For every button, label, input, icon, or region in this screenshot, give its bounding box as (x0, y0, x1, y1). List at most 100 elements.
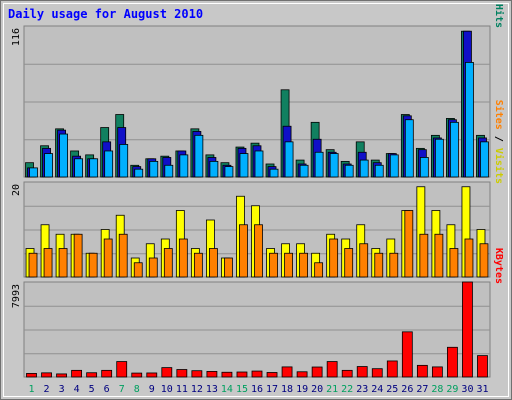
bar-sites-day-30 (464, 238, 474, 278)
bar-sites-day-24 (374, 252, 384, 278)
bar-pages-day-12 (194, 134, 204, 178)
x-tick-label: 5 (89, 384, 95, 395)
bar-kbytes-day-30 (462, 281, 473, 378)
x-tick-label: 30 (461, 384, 473, 395)
bar-pages-day-27 (419, 157, 429, 178)
x-tick-label: 6 (104, 384, 110, 395)
bar-sites-day-11 (178, 238, 188, 278)
bar-kbytes-day-8 (131, 372, 143, 378)
bar-pages-day-11 (179, 154, 189, 178)
bar-kbytes-day-5 (86, 372, 98, 378)
bar-pages-day-7 (119, 144, 129, 178)
x-tick-label: 8 (134, 384, 140, 395)
bar-kbytes-day-1 (26, 373, 37, 378)
bar-kbytes-day-25 (386, 360, 398, 378)
bar-kbytes-day-7 (116, 361, 128, 378)
bar-pages-day-15 (239, 153, 249, 178)
bar-pages-day-14 (224, 166, 234, 178)
x-tick-label: 19 (296, 384, 308, 395)
bar-pages-day-13 (209, 160, 219, 178)
x-tick-label: 12 (191, 384, 203, 395)
bar-pages-day-2 (44, 153, 53, 178)
bar-sites-day-12 (193, 252, 203, 278)
legend-entry: Sites (493, 100, 505, 130)
bar-kbytes-day-19 (296, 371, 308, 378)
bar-sites-day-19 (299, 252, 308, 278)
x-tick-label: 15 (236, 384, 248, 395)
bar-kbytes-day-4 (71, 369, 83, 378)
x-tick-label: 20 (311, 384, 323, 395)
bar-pages-day-28 (434, 138, 444, 178)
bar-kbytes-day-9 (146, 372, 158, 378)
bar-kbytes-day-20 (311, 366, 323, 378)
bar-sites-day-29 (449, 248, 459, 278)
y-max-label: 116 (11, 28, 22, 46)
bar-sites-day-16 (254, 224, 263, 278)
y-max-label: 7993 (11, 284, 22, 308)
bar-pages-day-22 (344, 164, 354, 178)
series-kbytes (26, 281, 488, 378)
bar-pages-day-16 (254, 150, 264, 178)
bar-kbytes-day-18 (281, 366, 293, 378)
bar-sites-day-10 (163, 248, 173, 278)
bar-pages-day-5 (89, 158, 99, 178)
bar-sites-day-26 (404, 210, 414, 278)
legend-entry: Visits (493, 148, 505, 184)
bar-sites-day-28 (434, 233, 444, 278)
bar-kbytes-day-10 (161, 367, 173, 378)
x-tick-label: 21 (326, 384, 338, 395)
series-legend: Pages / Files / Hits (493, 0, 505, 28)
bar-sites-day-6 (103, 238, 113, 278)
bar-sites-day-7 (118, 233, 128, 278)
bar-pages-day-23 (359, 159, 369, 178)
bar-kbytes-day-24 (371, 368, 383, 378)
bar-kbytes-day-28 (431, 366, 443, 378)
bar-sites-day-8 (133, 262, 143, 278)
bar-sites-day-25 (389, 252, 399, 278)
bar-pages-day-10 (164, 164, 174, 178)
bar-kbytes-day-6 (101, 369, 113, 378)
bar-sites-day-4 (73, 233, 83, 278)
bar-sites-day-14 (224, 257, 233, 278)
chart-panels: 116 Pages / Files / Hits 20 Sites / Visits 7… (11, 0, 505, 378)
bar-pages-day-18 (284, 141, 294, 178)
series-pages (29, 62, 489, 178)
legend-entry: KBytes (493, 248, 504, 284)
x-tick-label: 23 (356, 384, 368, 395)
bar-pages-day-17 (269, 168, 279, 178)
bar-sites-day-2 (43, 248, 53, 278)
x-tick-label: 25 (386, 384, 398, 395)
x-tick-label: 16 (251, 384, 263, 395)
x-tick-label: 17 (266, 384, 278, 395)
x-tick-label: 10 (161, 384, 173, 395)
x-tick-label: 7 (119, 384, 125, 395)
legend-separator: / (493, 130, 504, 148)
bar-sites-day-31 (479, 243, 489, 278)
x-tick-label: 1 (29, 384, 35, 395)
bar-pages-day-26 (404, 119, 414, 178)
bar-sites-day-21 (329, 238, 339, 278)
x-tick-label: 18 (281, 384, 293, 395)
x-tick-label: 3 (59, 384, 65, 395)
bar-pages-day-1 (29, 167, 38, 178)
x-tick-label: 13 (206, 384, 218, 395)
chart-inner-border (3, 3, 509, 397)
bar-kbytes-day-2 (41, 372, 52, 378)
bar-kbytes-day-22 (341, 369, 353, 378)
bar-pages-day-8 (134, 168, 144, 178)
bar-kbytes-day-13 (206, 371, 218, 378)
y-max-label: 20 (11, 184, 22, 196)
bar-pages-day-20 (314, 151, 324, 178)
bar-kbytes-day-12 (191, 370, 203, 378)
panel-2: 20 Sites / Visits (11, 100, 505, 278)
bar-pages-day-19 (299, 164, 309, 178)
x-tick-label: 22 (341, 384, 353, 395)
bar-kbytes-day-14 (221, 371, 233, 378)
panel-3: 7993 KBytes (11, 248, 504, 378)
x-tick-label: 4 (74, 384, 80, 395)
series-legend: KBytes (493, 248, 504, 284)
bar-sites-day-15 (239, 224, 248, 278)
bar-kbytes-day-26 (401, 331, 413, 378)
legend-entry: Hits (493, 4, 505, 28)
